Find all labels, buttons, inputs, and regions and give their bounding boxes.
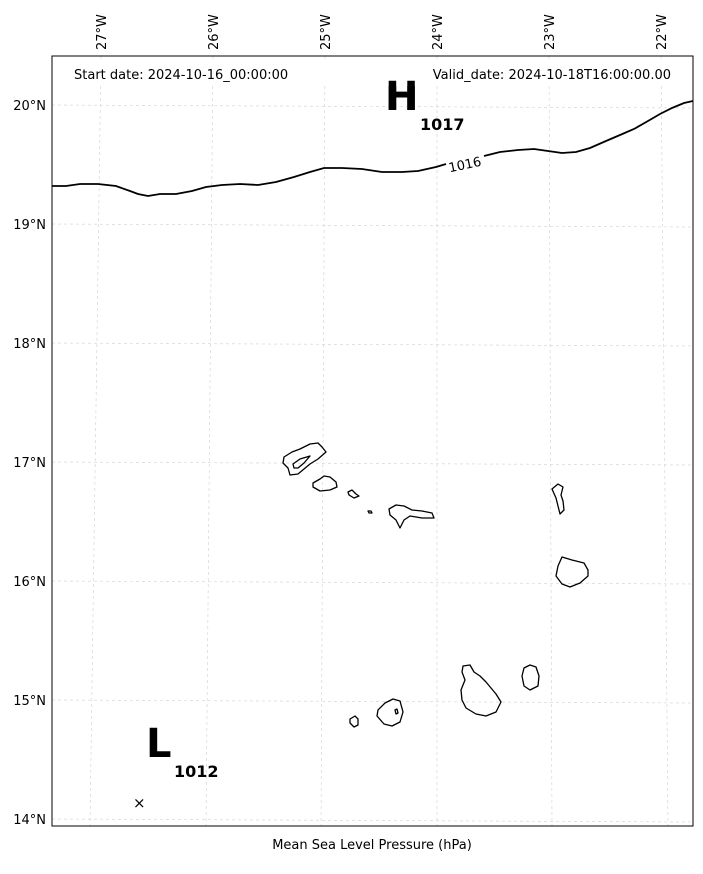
island-fogo-peak: [394, 708, 399, 715]
lon-tick-label: 24°W: [431, 14, 446, 50]
island-sal: [551, 483, 565, 515]
meridian-26w: [205, 56, 214, 826]
cross-marker-icon: ×: [133, 794, 146, 812]
parallel-18n: [52, 342, 693, 347]
latitude-labels: 20°N 19°N 18°N 17°N 16°N 15°N 14°N: [13, 99, 46, 828]
isobar-1016: [483, 100, 693, 157]
start-date-label: Start date: 2024-10-16_00:00:00: [74, 68, 288, 83]
lat-tick-label: 18°N: [13, 337, 46, 352]
low-pressure-value: 1012: [174, 762, 219, 781]
high-pressure-marker: H: [385, 74, 418, 120]
isobar-label: 1016: [447, 155, 482, 177]
lat-tick-label: 14°N: [13, 813, 46, 828]
island-fogo: [376, 698, 404, 727]
parallel-16n: [52, 580, 693, 585]
island-sao-nicolau: [388, 504, 435, 529]
island-brava: [349, 715, 359, 728]
longitude-labels: 27°W 26°W 25°W 24°W 23°W 22°W: [95, 14, 670, 50]
info-backdrop: [52, 60, 693, 86]
island-maio: [521, 664, 540, 691]
lat-tick-label: 19°N: [13, 218, 46, 233]
parallel-20n: [52, 104, 693, 109]
lon-tick-label: 22°W: [655, 14, 670, 50]
island-santa-luzia: [347, 489, 360, 499]
meridian-27w: [89, 56, 102, 826]
lat-tick-label: 17°N: [13, 456, 46, 471]
parallel-17n: [52, 461, 693, 466]
island-santo-antao-inner: [292, 455, 311, 469]
lon-tick-label: 23°W: [543, 14, 558, 50]
island-boa-vista: [555, 556, 589, 588]
meridian-22w: [660, 56, 669, 826]
valid-date-label: Valid_date: 2024-10-18T16:00:00.00: [433, 68, 671, 83]
low-pressure-marker: L: [146, 721, 172, 767]
parallel-19n: [52, 223, 693, 228]
island-santo-antao: [282, 442, 327, 476]
lon-tick-label: 26°W: [207, 14, 222, 50]
island-santiago: [460, 664, 502, 717]
lon-tick-label: 25°W: [319, 14, 334, 50]
parallel-14n: [52, 818, 693, 823]
coastlines: [282, 442, 589, 728]
island-sao-vicente: [312, 475, 338, 492]
island-raso: [367, 510, 373, 514]
parallel-15n: [52, 699, 693, 704]
lat-tick-label: 16°N: [13, 575, 46, 590]
meridian-25w: [320, 56, 326, 826]
lat-tick-label: 15°N: [13, 694, 46, 709]
lon-tick-label: 27°W: [95, 14, 110, 50]
map-caption: Mean Sea Level Pressure (hPa): [272, 838, 472, 853]
meridian-23w: [548, 56, 553, 826]
lat-tick-label: 20°N: [13, 99, 46, 114]
high-pressure-value: 1017: [420, 115, 465, 134]
graticule: [52, 56, 693, 826]
isobar-1016: [52, 163, 447, 197]
map-frame: [51, 55, 694, 827]
